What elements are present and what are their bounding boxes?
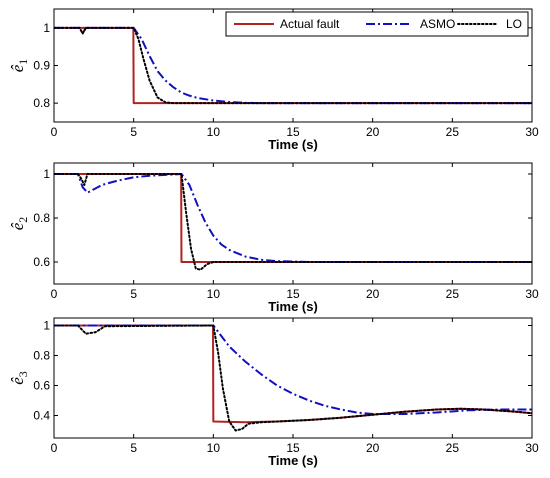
x-tick-label: 30	[525, 125, 539, 139]
x-tick-label: 20	[366, 441, 380, 455]
y-tick-label: 0.9	[33, 59, 50, 73]
x-tick-label: 25	[446, 125, 460, 139]
x-tick-label: 15	[286, 441, 300, 455]
x-tick-label: 0	[51, 287, 58, 301]
y-axis-label: ê1	[8, 59, 30, 73]
series-group	[54, 324, 532, 432]
x-tick-label: 10	[207, 441, 221, 455]
x-tick-label: 25	[446, 287, 460, 301]
chart-panel-3: 0 5 10 15 20 25 30 0.4 0.6 0.8 1 Time (s) ê3	[8, 317, 539, 468]
x-axis-label: Time (s)	[268, 137, 318, 152]
series-line-lo	[54, 173, 532, 271]
x-tick-label: 5	[130, 441, 137, 455]
x-tick-label: 25	[446, 441, 460, 455]
legend-label: ASMO	[420, 17, 455, 31]
x-tick-label: 0	[51, 441, 58, 455]
y-tick-label: 0.8	[33, 211, 50, 225]
series-line-asmo	[54, 324, 532, 415]
series-group	[54, 26, 532, 105]
y-tick-label: 0.8	[33, 96, 50, 110]
x-axis-label: Time (s)	[268, 453, 318, 468]
x-tick-label: 15	[286, 125, 300, 139]
x-tick-label: 0	[51, 125, 58, 139]
x-tick-label: 30	[525, 441, 539, 455]
y-axis-label: ê3	[8, 371, 30, 385]
legend: Actual fault ASMO LO	[225, 11, 529, 37]
y-tick-label: 0.8	[33, 349, 50, 363]
y-axis-label: ê2	[8, 217, 30, 231]
series-group	[54, 173, 532, 271]
chart-panel-2: 0 5 10 15 20 25 30 0.6 0.8 1 Time (s) ê2	[8, 162, 539, 314]
y-tick-label: 0.6	[33, 255, 50, 269]
legend-label: Actual fault	[280, 17, 340, 31]
x-tick-label: 20	[366, 287, 380, 301]
series-line-asmo	[54, 173, 532, 263]
legend-label: LO	[506, 17, 522, 31]
series-line-lo	[54, 324, 532, 432]
y-tick-label: 0.4	[33, 409, 50, 423]
series-line-lo	[54, 26, 532, 105]
x-axis-label: Time (s)	[268, 299, 318, 314]
x-tick-label: 5	[130, 287, 137, 301]
y-tick-label: 0.6	[33, 379, 50, 393]
x-tick-label: 20	[366, 125, 380, 139]
x-tick-label: 10	[207, 125, 221, 139]
x-tick-label: 15	[286, 287, 300, 301]
x-tick-label: 30	[525, 287, 539, 301]
y-tick-label: 1	[43, 319, 50, 333]
chart-panel-1: 0 5 10 15 20 25 30 0.8 0.9 1 Time (s) ê1 Actual faul…	[8, 8, 539, 152]
y-tick-label: 1	[43, 21, 50, 35]
y-tick-label: 1	[43, 167, 50, 181]
x-tick-label: 10	[207, 287, 221, 301]
x-tick-label: 5	[130, 125, 137, 139]
